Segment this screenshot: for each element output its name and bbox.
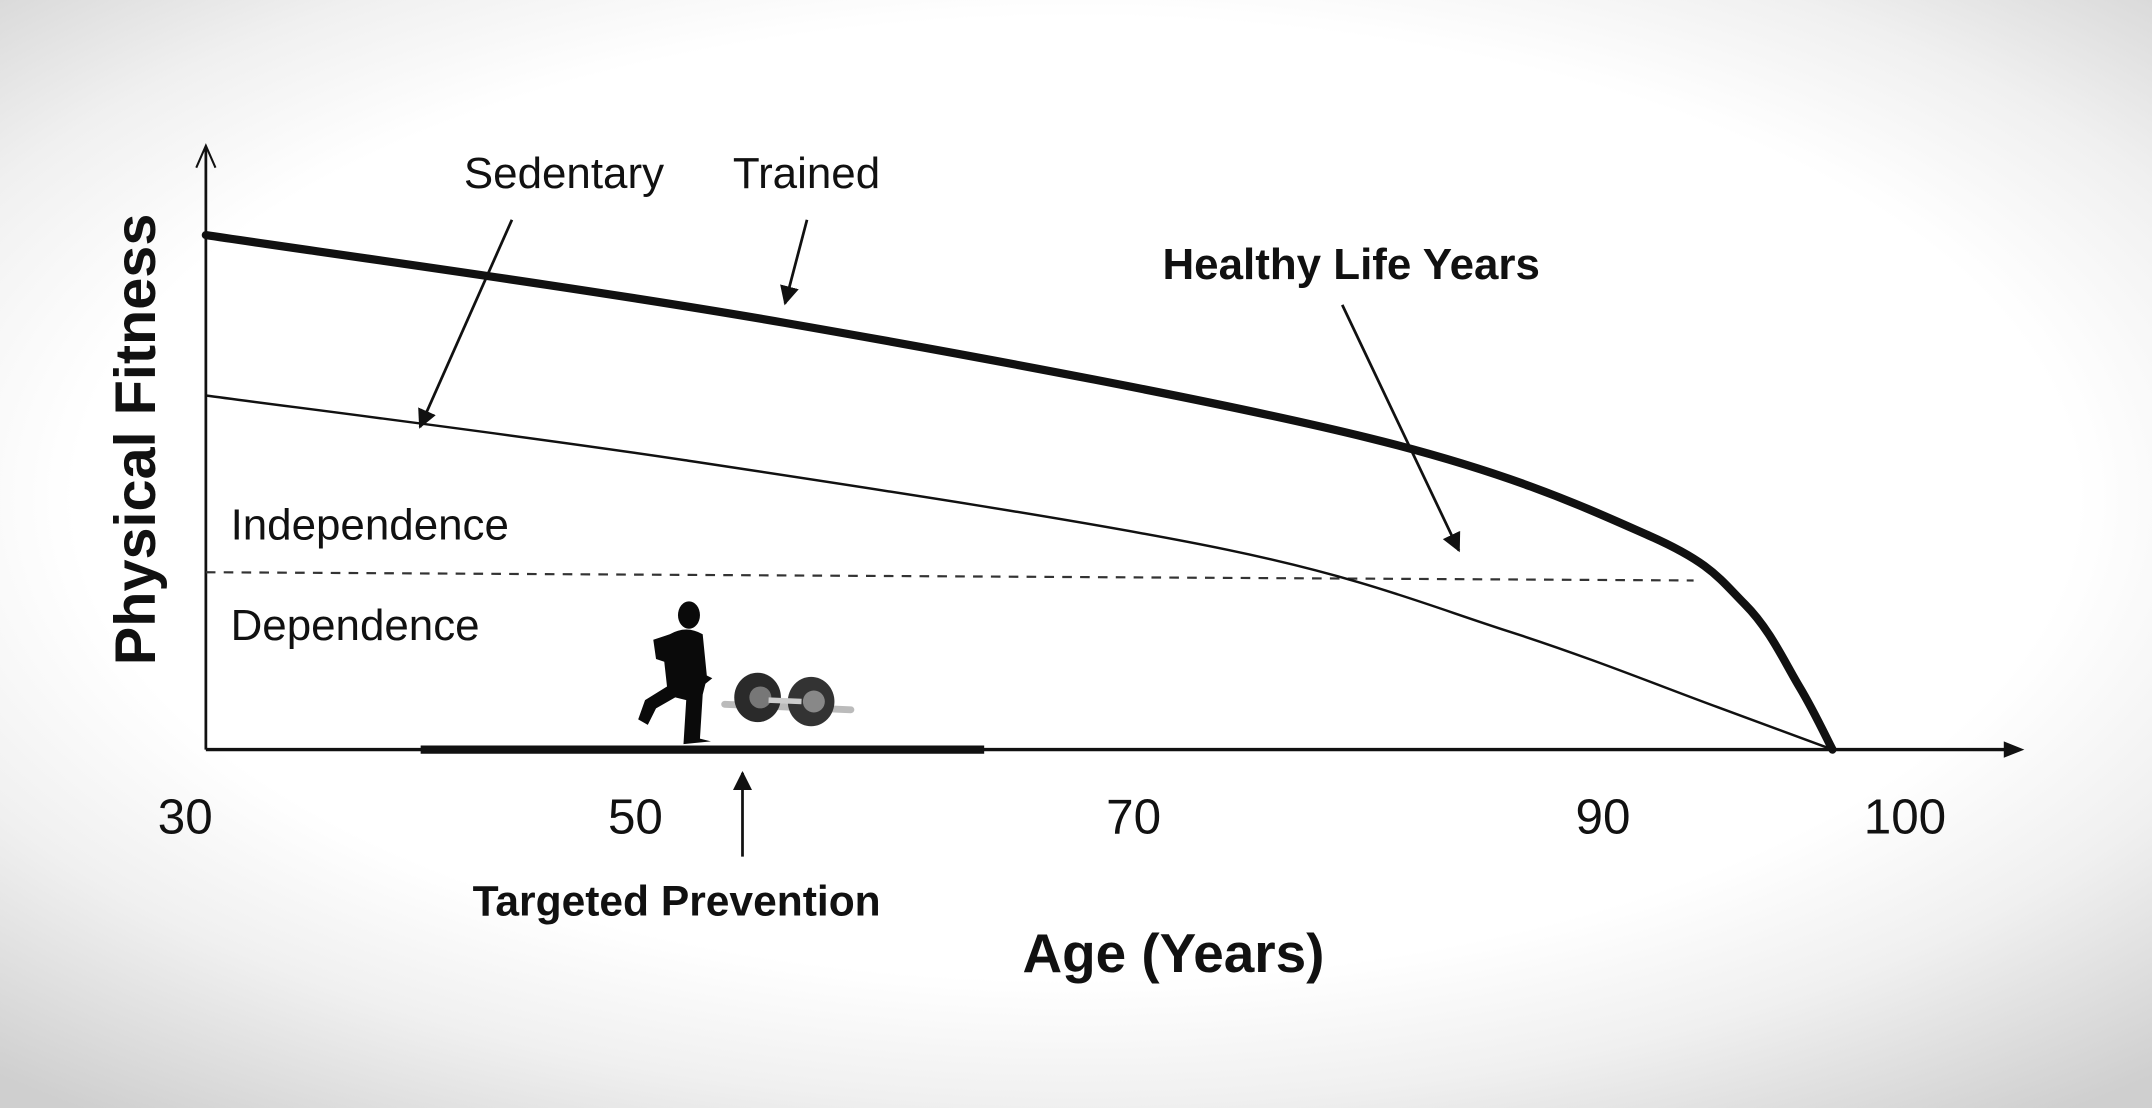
x-tick-label-100: 100 bbox=[1864, 789, 1946, 844]
x-tick-label-90: 90 bbox=[1576, 789, 1631, 844]
x-axis-arrowhead bbox=[2003, 741, 2025, 758]
targeted-prevention-label: Targeted Prevention bbox=[473, 878, 881, 926]
sedentary-label: Sedentary bbox=[464, 149, 664, 198]
barbell-icon bbox=[721, 672, 855, 727]
healthy-life-years-arrow bbox=[1341, 304, 1461, 553]
y-axis-label: Physical Fitness bbox=[104, 214, 168, 666]
x-tick-label-50: 50 bbox=[608, 789, 663, 844]
healthy-life-years-label: Healthy Life Years bbox=[1162, 240, 1539, 289]
independence-label: Independence bbox=[231, 501, 509, 550]
y-axis-arrowhead bbox=[195, 143, 217, 169]
x-tick-label-70: 70 bbox=[1106, 789, 1161, 844]
x-tick-label-30: 30 bbox=[158, 789, 213, 844]
trained-arrow bbox=[780, 219, 809, 306]
independence-threshold-line bbox=[205, 571, 1694, 582]
series-line-trained bbox=[201, 230, 1837, 754]
runner-silhouette-icon bbox=[638, 601, 713, 745]
dependence-label: Dependence bbox=[231, 601, 480, 650]
series-line-sedentary bbox=[204, 394, 1834, 751]
x-axis-label: Age (Years) bbox=[1022, 922, 1324, 984]
sedentary-arrow bbox=[418, 219, 514, 429]
trained-label: Trained bbox=[733, 149, 880, 198]
